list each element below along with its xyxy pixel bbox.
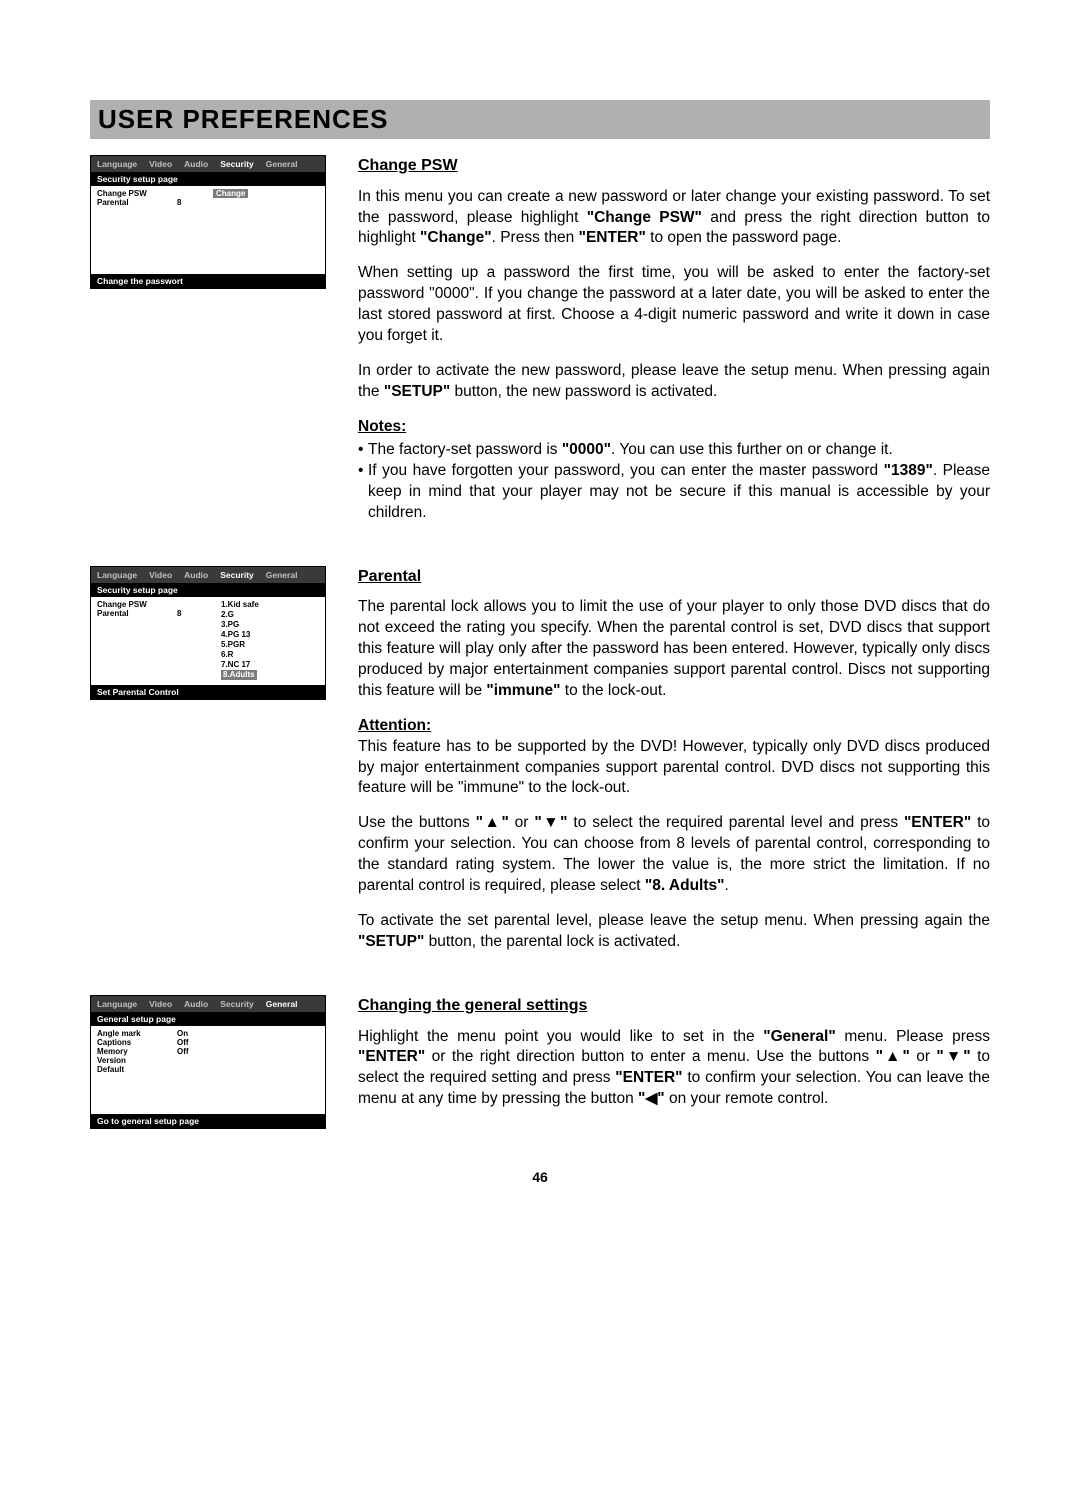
menu-option-change: Change (213, 189, 248, 198)
rating-option: 4.PG 13 (221, 630, 259, 640)
page-title: USER PREFERENCES (98, 104, 982, 135)
menu-screenshot-general: Language Video Audio Security General Ge… (90, 995, 326, 1129)
menu-value: Off (177, 1047, 213, 1056)
menu-value-parental: 8 (177, 198, 213, 207)
heading-general: Changing the general settings (358, 995, 990, 1017)
menu-tabs: Language Video Audio Security General (91, 996, 325, 1012)
tab-audio: Audio (178, 156, 214, 172)
tab-general: General (260, 567, 304, 583)
note-item: The factory-set password is "0000". You … (368, 440, 990, 461)
menu-item: Default (97, 1065, 177, 1074)
tab-general: General (260, 156, 304, 172)
menu-item: Version (97, 1056, 177, 1065)
tab-audio: Audio (178, 567, 214, 583)
menu-screenshot-security: Language Video Audio Security General Se… (90, 155, 326, 289)
tab-video: Video (143, 567, 178, 583)
notes-list: •The factory-set password is "0000". You… (358, 440, 990, 524)
attention-heading: Attention: (358, 716, 990, 737)
rating-option: 6.R (221, 650, 259, 660)
menu-subtitle: Security setup page (91, 583, 325, 597)
menu-footer: Go to general setup page (91, 1114, 325, 1128)
menu-value-parental: 8 (177, 609, 213, 618)
section-parental: Language Video Audio Security General Se… (90, 566, 990, 967)
section-change-psw: Language Video Audio Security General Se… (90, 155, 990, 538)
menu-value: Off (177, 1038, 213, 1047)
rating-option-selected: 8.Adults (221, 670, 257, 680)
rating-option: 3.PG (221, 620, 259, 630)
rating-option: 1.Kid safe (221, 600, 259, 610)
menu-body: Change PSW Change Parental 8 (91, 186, 325, 274)
menu-item-change-psw: Change PSW (97, 189, 177, 198)
menu-item: Memory (97, 1047, 177, 1056)
attention-text: This feature has to be supported by the … (358, 737, 990, 800)
menu-footer: Set Parental Control (91, 685, 325, 699)
rating-option: 5.PGR (221, 640, 259, 650)
tab-language: Language (91, 996, 143, 1012)
menu-tabs: Language Video Audio Security General (91, 156, 325, 172)
notes-heading: Notes: (358, 417, 990, 438)
paragraph: In this menu you can create a new passwo… (358, 187, 990, 250)
menu-item-change-psw: Change PSW (97, 600, 177, 609)
paragraph: Highlight the menu point you would like … (358, 1027, 990, 1111)
content-general: Changing the general settings Highlight … (358, 995, 990, 1124)
heading-parental: Parental (358, 566, 990, 588)
tab-security: Security (214, 567, 260, 583)
menu-subtitle: General setup page (91, 1012, 325, 1026)
menu-tabs: Language Video Audio Security General (91, 567, 325, 583)
section-general: Language Video Audio Security General Ge… (90, 995, 990, 1129)
menu-value: On (177, 1029, 213, 1038)
page-number: 46 (90, 1169, 990, 1185)
content-parental: Parental The parental lock allows you to… (358, 566, 990, 967)
menu-footer: Change the passwort (91, 274, 325, 288)
menu-item-parental: Parental (97, 198, 177, 207)
rating-option: 7.NC 17 (221, 660, 259, 670)
tab-security: Security (214, 156, 260, 172)
tab-language: Language (91, 567, 143, 583)
paragraph: To activate the set parental level, plea… (358, 911, 990, 953)
menu-screenshot-parental: Language Video Audio Security General Se… (90, 566, 326, 700)
menu-subtitle: Security setup page (91, 172, 325, 186)
paragraph: The parental lock allows you to limit th… (358, 597, 990, 702)
page-title-bar: USER PREFERENCES (90, 100, 990, 139)
tab-video: Video (143, 156, 178, 172)
rating-option: 2.G (221, 610, 259, 620)
menu-body: Change PSW Parental 8 1.Kid safe 2.G 3.P… (91, 597, 325, 685)
tab-security: Security (214, 996, 260, 1012)
tab-audio: Audio (178, 996, 214, 1012)
tab-general: General (260, 996, 304, 1012)
tab-language: Language (91, 156, 143, 172)
paragraph: When setting up a password the first tim… (358, 263, 990, 347)
heading-change-psw: Change PSW (358, 155, 990, 177)
paragraph: Use the buttons "▲" or "▼" to select the… (358, 813, 990, 897)
note-item: If you have forgotten your password, you… (368, 461, 990, 524)
content-change-psw: Change PSW In this menu you can create a… (358, 155, 990, 538)
menu-ratings-list: 1.Kid safe 2.G 3.PG 4.PG 13 5.PGR 6.R 7.… (221, 600, 259, 680)
menu-item: Angle mark (97, 1029, 177, 1038)
menu-item-parental: Parental (97, 609, 177, 618)
tab-video: Video (143, 996, 178, 1012)
menu-item: Captions (97, 1038, 177, 1047)
menu-body: Angle markOn CaptionsOff MemoryOff Versi… (91, 1026, 325, 1114)
paragraph: In order to activate the new password, p… (358, 361, 990, 403)
